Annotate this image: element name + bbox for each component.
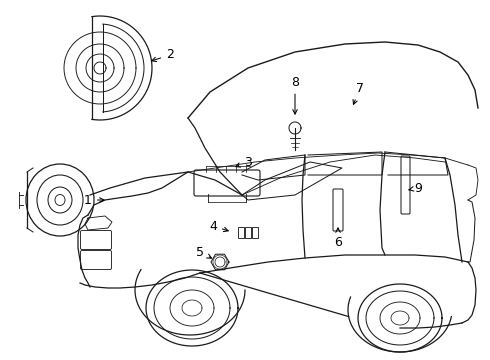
Text: 1: 1 (84, 194, 104, 207)
Text: 7: 7 (353, 81, 364, 104)
Text: 2: 2 (152, 49, 174, 62)
Text: 6: 6 (334, 228, 342, 248)
Text: 5: 5 (196, 246, 212, 258)
Text: 4: 4 (209, 220, 228, 233)
Text: 9: 9 (409, 181, 422, 194)
Text: 8: 8 (291, 76, 299, 114)
Text: 3: 3 (236, 156, 252, 168)
